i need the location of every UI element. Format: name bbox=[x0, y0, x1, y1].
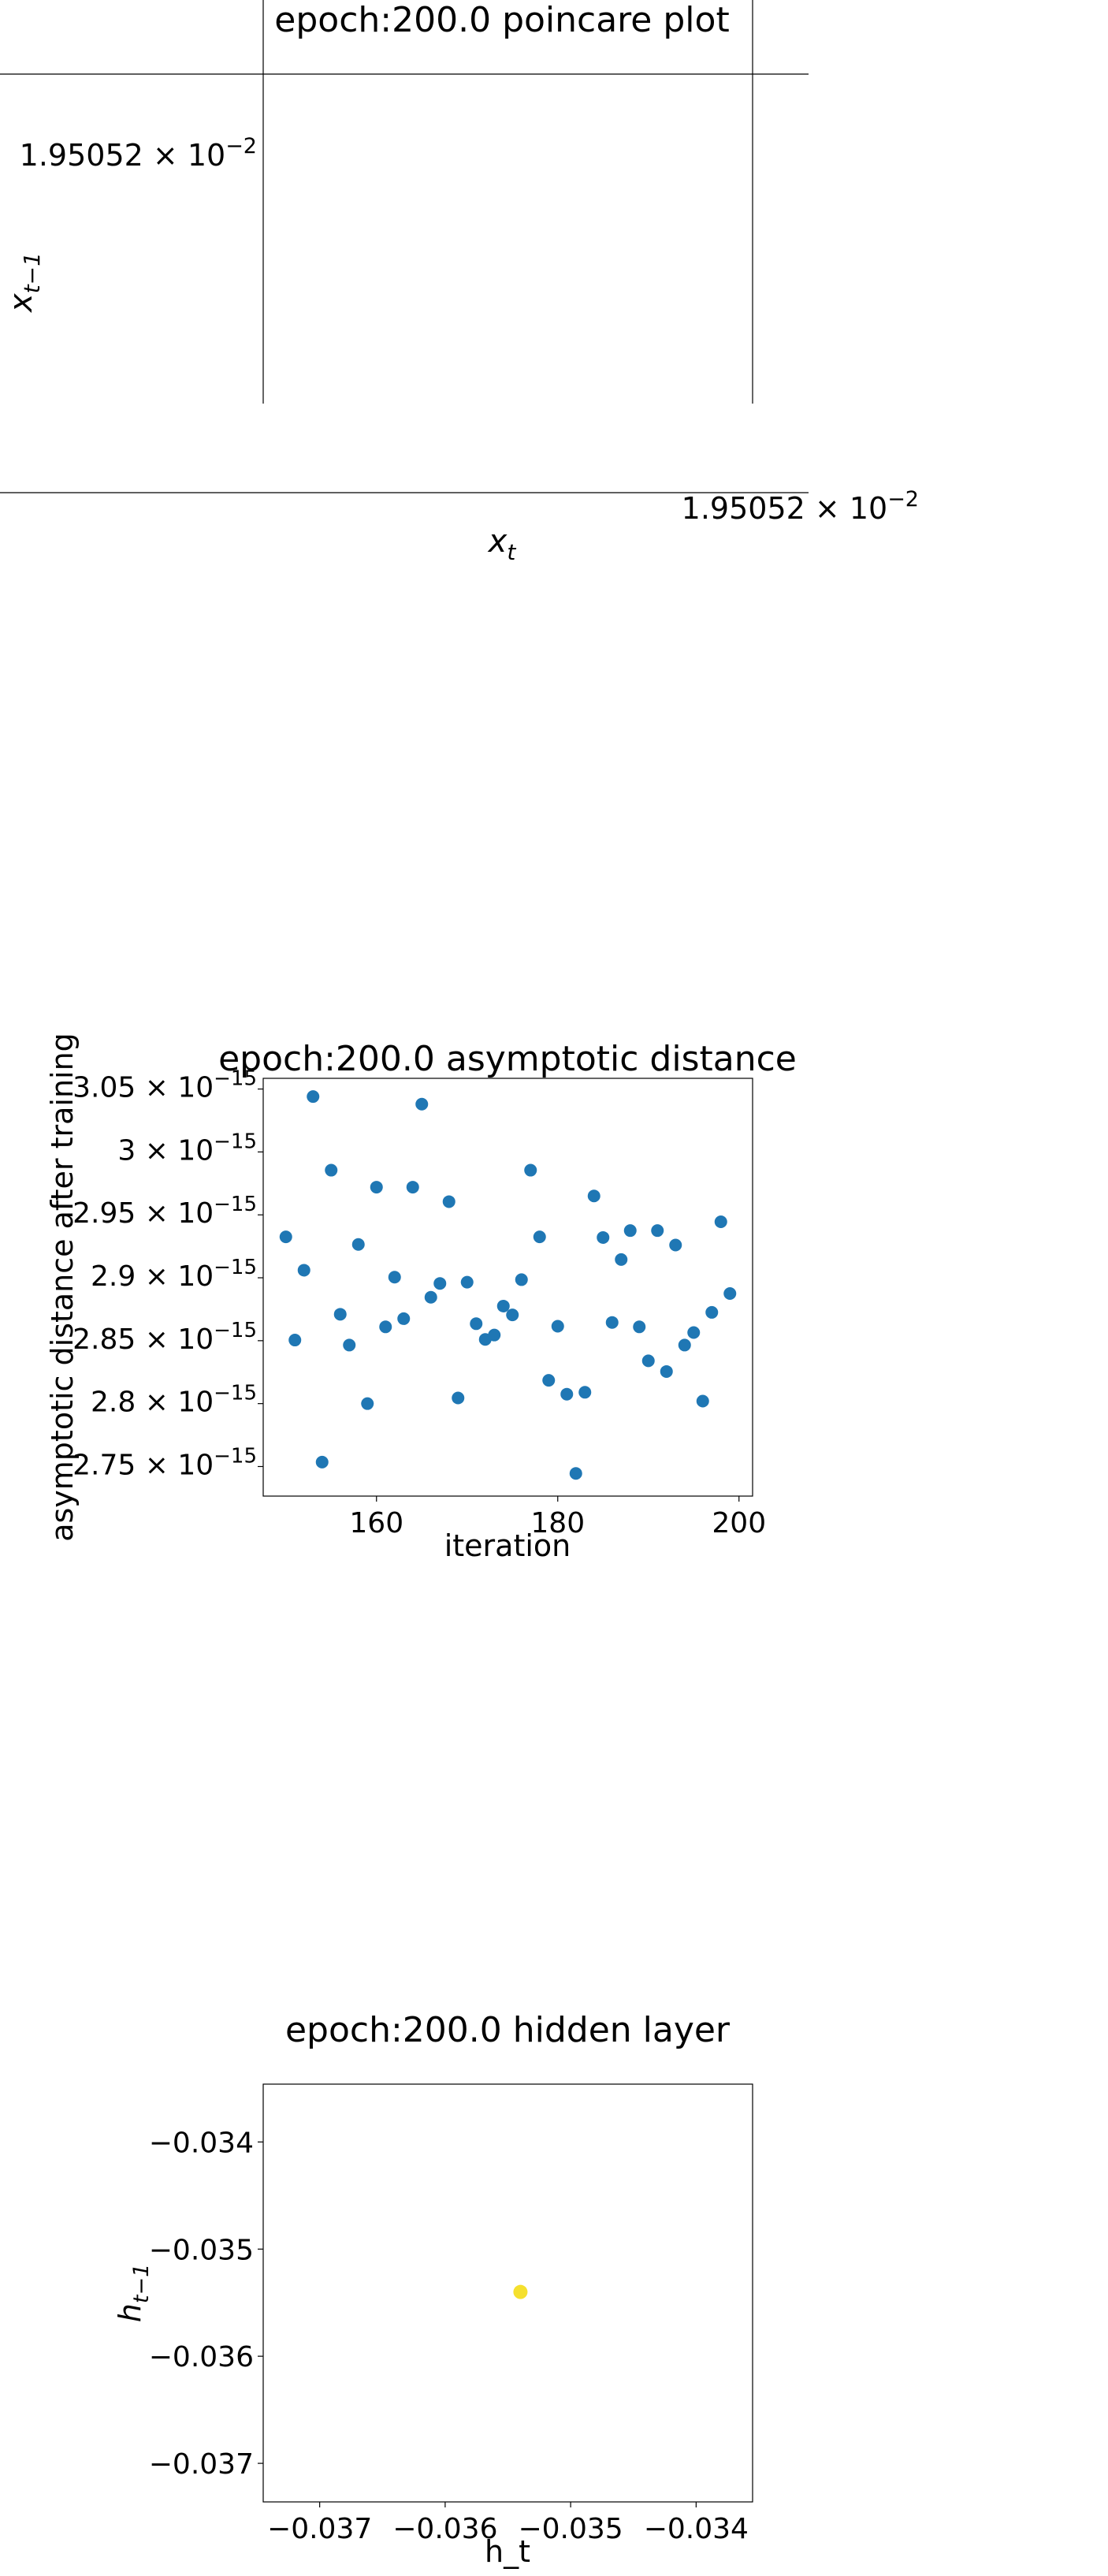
x-tick-label: 160 bbox=[349, 1507, 403, 1539]
data-point bbox=[669, 1238, 682, 1252]
asymptotic-points bbox=[279, 1090, 737, 1480]
data-point bbox=[406, 1181, 419, 1194]
x-tick-label: −0.035 bbox=[518, 2513, 623, 2545]
poincare-y-axis-label: xt−1 bbox=[3, 252, 45, 314]
data-point bbox=[578, 1386, 592, 1399]
data-point bbox=[560, 1387, 574, 1401]
hidden-points bbox=[513, 2284, 528, 2299]
hidden-title: epoch:200.0 hidden layer bbox=[285, 2010, 731, 2050]
data-point bbox=[623, 1224, 637, 1238]
data-point bbox=[687, 1326, 701, 1339]
data-point bbox=[615, 1253, 628, 1266]
data-point bbox=[513, 2284, 528, 2299]
x-tick-label: 200 bbox=[712, 1507, 766, 1539]
asymptotic-distance-panel: epoch:200.0 asymptotic distance 2.75 × 1… bbox=[45, 1033, 797, 1563]
data-point bbox=[569, 1467, 582, 1480]
data-point bbox=[542, 1374, 556, 1387]
data-point bbox=[506, 1308, 519, 1322]
hidden-y-ticks: −0.037 −0.036 −0.035 −0.034 bbox=[149, 2127, 263, 2481]
y-tick-label: 2.85 × 10−15 bbox=[73, 1319, 257, 1356]
data-point bbox=[442, 1195, 455, 1208]
poincare-x-tick-label: 1.95052 × 10−2 bbox=[682, 487, 919, 526]
y-tick-label: −0.035 bbox=[149, 2234, 254, 2266]
asymptotic-y-ticks: 2.75 × 10−15 2.8 × 10−15 2.85 × 10−15 2.9 ×… bbox=[73, 1067, 263, 1481]
asymptotic-plot-frame bbox=[262, 1078, 753, 1497]
data-point bbox=[279, 1230, 292, 1244]
hidden-layer-panel: epoch:200.0 hidden layer −0.037−0.036−0.… bbox=[113, 2010, 753, 2569]
data-point bbox=[388, 1271, 401, 1284]
data-point bbox=[605, 1316, 619, 1329]
hidden-y-axis-label: ht−1 bbox=[113, 2264, 154, 2322]
x-tick-label: −0.034 bbox=[644, 2513, 749, 2545]
data-point bbox=[587, 1189, 600, 1203]
data-point bbox=[723, 1286, 737, 1300]
data-point bbox=[415, 1097, 429, 1111]
data-point bbox=[370, 1181, 383, 1194]
data-point bbox=[361, 1397, 374, 1410]
asymptotic-y-axis-label: asymptotic distance after training bbox=[45, 1033, 80, 1542]
data-point bbox=[705, 1305, 719, 1319]
data-point bbox=[597, 1230, 610, 1244]
hidden-plot-frame bbox=[262, 2083, 753, 2503]
y-tick-label: 2.9 × 10−15 bbox=[91, 1256, 257, 1293]
data-point bbox=[307, 1090, 320, 1104]
poincare-title: epoch:200.0 poincare plot bbox=[274, 0, 729, 40]
y-tick-label: −0.037 bbox=[149, 2448, 254, 2481]
data-point bbox=[397, 1312, 411, 1325]
y-tick-label: 2.8 × 10−15 bbox=[91, 1382, 257, 1419]
x-tick-label: −0.037 bbox=[267, 2513, 372, 2545]
y-tick-label: 3 × 10−15 bbox=[117, 1130, 257, 1167]
data-point bbox=[424, 1290, 437, 1304]
data-point bbox=[714, 1215, 727, 1228]
data-point bbox=[460, 1275, 474, 1289]
data-point bbox=[660, 1364, 673, 1378]
y-tick-label: −0.036 bbox=[149, 2341, 254, 2373]
data-point bbox=[288, 1334, 302, 1347]
y-tick-label: −0.034 bbox=[149, 2127, 254, 2159]
data-point bbox=[641, 1354, 655, 1368]
data-point bbox=[297, 1264, 310, 1277]
data-point bbox=[452, 1391, 465, 1405]
data-point bbox=[696, 1394, 709, 1408]
hidden-x-ticks: −0.037 −0.036 −0.035 −0.034 bbox=[267, 2502, 749, 2545]
data-point bbox=[315, 1455, 329, 1469]
data-point bbox=[533, 1230, 546, 1244]
asymptotic-title: epoch:200.0 asymptotic distance bbox=[218, 1039, 797, 1079]
poincare-plot-panel: epoch:200.0 poincare plot 1.95052 × 10−2… bbox=[0, 0, 919, 565]
data-point bbox=[470, 1317, 483, 1331]
poincare-x-axis-label: xt bbox=[487, 523, 517, 565]
data-point bbox=[651, 1224, 664, 1238]
poincare-y-tick-label: 1.95052 × 10−2 bbox=[20, 134, 257, 173]
data-point bbox=[496, 1299, 510, 1312]
data-point bbox=[325, 1163, 338, 1177]
data-point bbox=[433, 1277, 447, 1290]
x-tick-label: −0.036 bbox=[392, 2513, 497, 2545]
data-point bbox=[379, 1320, 392, 1334]
data-point bbox=[515, 1273, 528, 1286]
y-tick-label: 2.95 × 10−15 bbox=[73, 1193, 257, 1230]
data-point bbox=[343, 1338, 356, 1352]
data-point bbox=[351, 1238, 365, 1251]
data-point bbox=[633, 1320, 646, 1334]
y-tick-label: 3.05 × 10−15 bbox=[73, 1067, 257, 1104]
x-tick-label: 180 bbox=[530, 1507, 585, 1539]
data-point bbox=[551, 1320, 564, 1333]
asymptotic-x-axis-label: iteration bbox=[444, 1528, 571, 1563]
data-point bbox=[333, 1308, 347, 1321]
y-tick-label: 2.75 × 10−15 bbox=[73, 1444, 257, 1481]
data-point bbox=[488, 1328, 501, 1342]
asymptotic-x-ticks: 160 180 200 bbox=[349, 1496, 766, 1539]
data-point bbox=[524, 1163, 537, 1177]
hidden-x-axis-label: h_t bbox=[485, 2534, 530, 2569]
data-point bbox=[678, 1338, 691, 1352]
